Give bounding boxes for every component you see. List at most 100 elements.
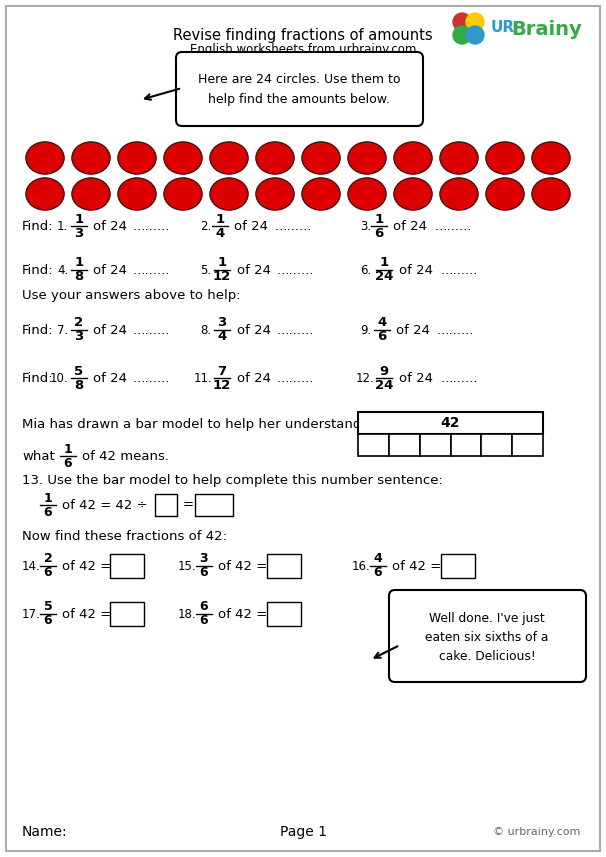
Text: =: = (183, 499, 194, 512)
Bar (481, 434, 512, 456)
Text: of 42 means.: of 42 means. (82, 450, 169, 463)
Text: of 24: of 24 (393, 219, 427, 232)
Text: 6: 6 (44, 566, 52, 579)
Ellipse shape (118, 142, 156, 174)
Text: 12: 12 (213, 271, 231, 284)
Text: 9: 9 (379, 364, 388, 377)
Text: 3: 3 (75, 331, 84, 344)
Text: 1: 1 (64, 442, 72, 456)
FancyBboxPatch shape (441, 554, 475, 578)
Text: 6: 6 (200, 614, 208, 627)
Text: 1: 1 (379, 256, 388, 269)
Ellipse shape (532, 178, 570, 210)
Text: 7: 7 (218, 364, 227, 377)
Text: 2: 2 (75, 316, 84, 329)
Text: of 24: of 24 (93, 323, 127, 337)
Ellipse shape (72, 178, 110, 210)
Text: 12.: 12. (356, 371, 375, 385)
Text: 1: 1 (44, 492, 52, 505)
Text: of 24: of 24 (399, 263, 433, 277)
Bar (450, 434, 481, 456)
Text: 42: 42 (441, 416, 460, 430)
Ellipse shape (440, 178, 478, 210)
Text: of 24: of 24 (234, 219, 268, 232)
Text: 15.: 15. (178, 560, 196, 572)
Text: of 42 =: of 42 = (218, 608, 267, 620)
Text: ………: ……… (277, 323, 315, 337)
Text: 1: 1 (375, 213, 384, 225)
Text: 1: 1 (75, 213, 84, 225)
Ellipse shape (394, 178, 432, 210)
Text: UR: UR (491, 20, 515, 35)
Text: ………: ……… (133, 323, 170, 337)
Text: Well done. I've just
eaten six sixths of a
cake. Delicious!: Well done. I've just eaten six sixths of… (425, 612, 548, 663)
Text: ………: ……… (437, 323, 474, 337)
Ellipse shape (302, 142, 340, 174)
Text: of 42 =: of 42 = (218, 560, 267, 572)
Circle shape (466, 26, 484, 44)
Text: Page 1: Page 1 (279, 825, 327, 839)
FancyBboxPatch shape (110, 602, 144, 626)
Ellipse shape (256, 142, 294, 174)
Ellipse shape (72, 142, 110, 174)
Ellipse shape (164, 142, 202, 174)
Text: 6: 6 (44, 506, 52, 518)
Text: 13. Use the bar model to help complete this number sentence:: 13. Use the bar model to help complete t… (22, 474, 443, 487)
Ellipse shape (302, 178, 340, 210)
FancyBboxPatch shape (155, 494, 177, 516)
Text: 6: 6 (64, 457, 72, 470)
Text: 6.: 6. (360, 263, 371, 277)
Text: 5.: 5. (200, 263, 211, 277)
Text: 6: 6 (374, 566, 382, 579)
Text: what: what (22, 450, 55, 463)
Text: 9.: 9. (360, 323, 371, 337)
Text: 4: 4 (215, 226, 225, 239)
Text: Find:: Find: (22, 323, 53, 337)
Ellipse shape (118, 178, 156, 210)
Text: ………: ……… (440, 371, 478, 385)
Text: of 24: of 24 (237, 263, 271, 277)
Text: ………: ……… (277, 263, 315, 277)
Bar (389, 434, 420, 456)
Circle shape (453, 26, 471, 44)
Text: 3.: 3. (360, 219, 371, 232)
Text: 6: 6 (44, 614, 52, 627)
Ellipse shape (26, 142, 64, 174)
Text: 3: 3 (218, 316, 227, 329)
FancyBboxPatch shape (267, 602, 301, 626)
Ellipse shape (256, 178, 294, 210)
Text: 14.: 14. (22, 560, 41, 572)
Text: ………: ……… (277, 371, 315, 385)
Text: of 24: of 24 (237, 371, 271, 385)
FancyBboxPatch shape (176, 52, 423, 126)
FancyBboxPatch shape (110, 554, 144, 578)
Text: 8: 8 (75, 271, 84, 284)
Text: Revise finding fractions of amounts: Revise finding fractions of amounts (173, 28, 433, 43)
Text: 3: 3 (75, 226, 84, 239)
Text: Here are 24 circles. Use them to
help find the amounts below.: Here are 24 circles. Use them to help fi… (198, 73, 400, 106)
Text: 16.: 16. (352, 560, 371, 572)
Text: 6: 6 (378, 331, 387, 344)
Text: of 42 =: of 42 = (62, 608, 112, 620)
Text: 1: 1 (218, 256, 227, 269)
Text: 24: 24 (375, 379, 393, 392)
Text: 6: 6 (200, 601, 208, 614)
Bar (358, 412, 543, 434)
Ellipse shape (348, 178, 386, 210)
Circle shape (466, 13, 484, 31)
Text: 6: 6 (200, 566, 208, 579)
FancyBboxPatch shape (6, 6, 600, 851)
Circle shape (453, 13, 471, 31)
Text: of 24: of 24 (237, 323, 271, 337)
Text: 8.: 8. (200, 323, 211, 337)
Text: 5: 5 (44, 601, 52, 614)
Text: English worksheets from urbrainy.com: English worksheets from urbrainy.com (190, 43, 416, 56)
Bar (358, 434, 389, 456)
Text: 17.: 17. (22, 608, 41, 620)
Text: 7.: 7. (57, 323, 68, 337)
Text: ………: ……… (274, 219, 311, 232)
Ellipse shape (394, 142, 432, 174)
Text: 1: 1 (216, 213, 225, 225)
FancyBboxPatch shape (389, 590, 586, 682)
Text: of 24: of 24 (396, 323, 430, 337)
